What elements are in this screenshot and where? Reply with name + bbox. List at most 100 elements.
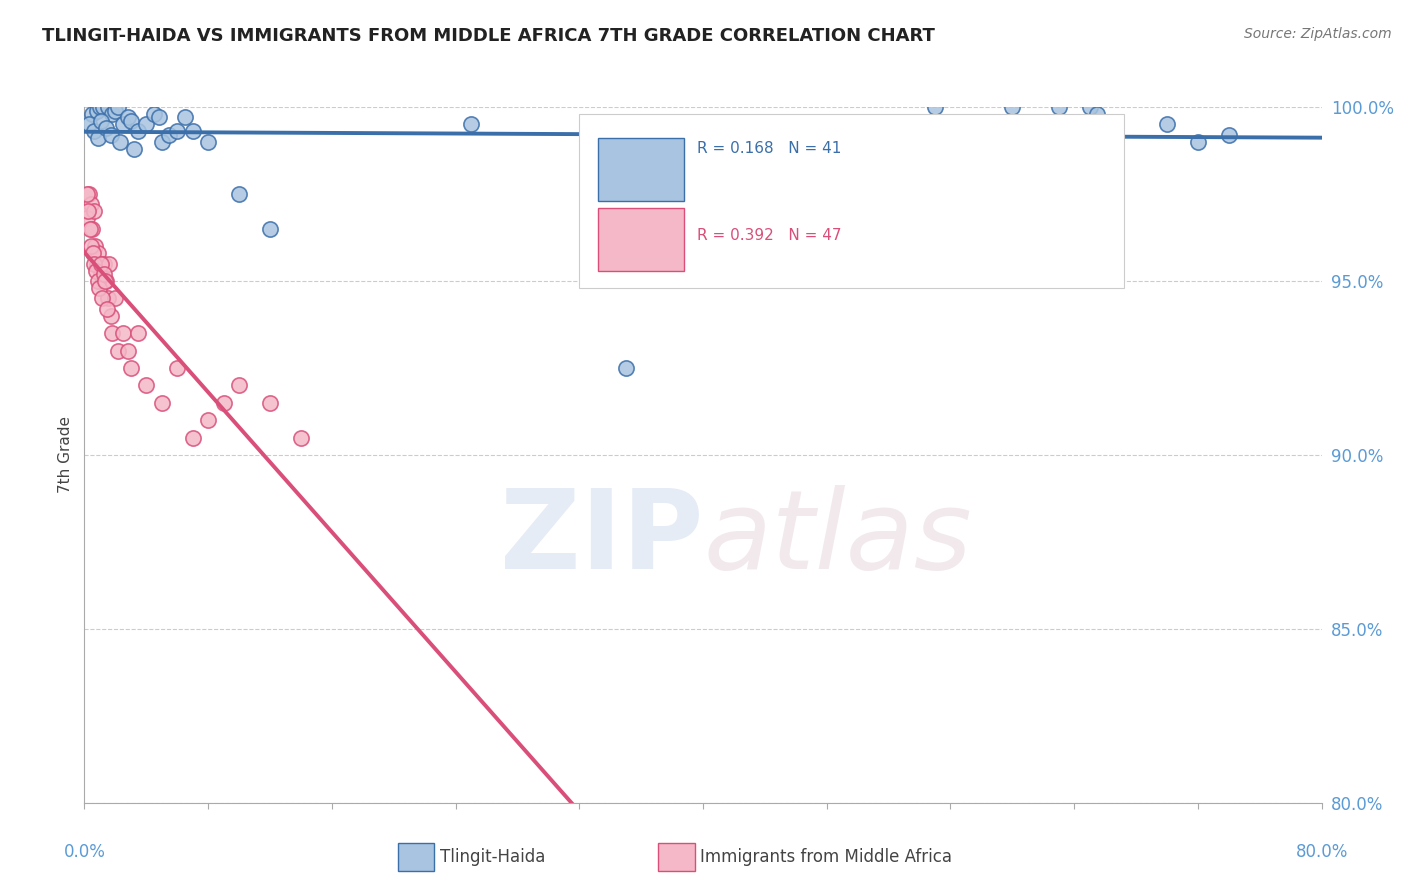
Point xyxy=(212,395,235,409)
Point xyxy=(77,186,100,201)
Point xyxy=(82,221,104,235)
Point xyxy=(100,309,122,323)
Point xyxy=(104,291,127,305)
Point xyxy=(77,204,100,219)
Point xyxy=(1047,100,1070,114)
Point xyxy=(101,107,124,121)
Point xyxy=(174,111,197,125)
Point xyxy=(84,239,107,253)
Point xyxy=(90,114,112,128)
Point xyxy=(82,107,104,121)
Point xyxy=(87,131,110,145)
Point xyxy=(97,291,120,305)
Text: R = 0.168   N = 41: R = 0.168 N = 41 xyxy=(697,141,841,156)
Point xyxy=(87,281,110,295)
Point xyxy=(150,135,173,149)
Point xyxy=(86,256,108,270)
Point xyxy=(1218,128,1240,142)
Point xyxy=(101,326,124,340)
Point xyxy=(117,343,139,358)
Text: ZIP: ZIP xyxy=(499,485,703,592)
Point xyxy=(112,117,135,131)
Point xyxy=(89,256,111,270)
Point xyxy=(91,100,114,114)
Point xyxy=(83,204,105,219)
Point xyxy=(135,117,157,131)
Point xyxy=(112,326,135,340)
Point xyxy=(107,100,129,114)
Point xyxy=(135,378,157,392)
Point xyxy=(128,326,150,340)
Text: Immigrants from Middle Africa: Immigrants from Middle Africa xyxy=(700,848,952,866)
Point xyxy=(83,256,105,270)
Point xyxy=(79,197,101,211)
Point xyxy=(94,274,117,288)
Point xyxy=(460,117,482,131)
Point xyxy=(150,395,173,409)
Point xyxy=(75,204,97,219)
Point xyxy=(290,430,312,444)
Point xyxy=(614,360,637,375)
Point xyxy=(143,107,166,121)
Point xyxy=(159,128,181,142)
Point xyxy=(90,256,112,270)
Point xyxy=(86,103,108,118)
Text: Source: ZipAtlas.com: Source: ZipAtlas.com xyxy=(1244,27,1392,41)
Point xyxy=(98,256,121,270)
Point xyxy=(122,142,145,156)
Text: atlas: atlas xyxy=(703,485,972,592)
Point xyxy=(1078,100,1101,114)
Point xyxy=(93,267,115,281)
Point xyxy=(1156,117,1178,131)
Point xyxy=(197,413,219,427)
Point xyxy=(259,221,281,235)
Point xyxy=(87,246,110,260)
Point xyxy=(120,114,142,128)
Text: R = 0.392   N = 47: R = 0.392 N = 47 xyxy=(697,228,841,244)
Point xyxy=(166,124,188,138)
Point xyxy=(1087,107,1109,121)
Point xyxy=(924,100,946,114)
FancyBboxPatch shape xyxy=(598,208,685,270)
Point xyxy=(100,128,122,142)
Point xyxy=(228,186,250,201)
Point xyxy=(84,263,107,277)
Point xyxy=(108,135,131,149)
Text: 0.0%: 0.0% xyxy=(63,843,105,861)
Point xyxy=(96,301,118,316)
Point xyxy=(259,395,281,409)
Point xyxy=(107,343,129,358)
Point xyxy=(97,100,120,114)
FancyBboxPatch shape xyxy=(579,114,1123,288)
Point xyxy=(1001,100,1024,114)
Point xyxy=(90,267,112,281)
Point xyxy=(1187,135,1209,149)
Point xyxy=(91,274,114,288)
Point xyxy=(80,239,103,253)
Point xyxy=(93,256,115,270)
Point xyxy=(77,117,100,131)
Point xyxy=(181,124,204,138)
Point xyxy=(166,360,188,375)
Point xyxy=(104,103,127,118)
Point xyxy=(181,430,204,444)
Point xyxy=(76,186,98,201)
Point xyxy=(89,100,111,114)
Text: Tlingit-Haida: Tlingit-Haida xyxy=(440,848,546,866)
Point xyxy=(120,360,142,375)
Point xyxy=(86,274,108,288)
Point xyxy=(94,274,117,288)
Point xyxy=(197,135,219,149)
FancyBboxPatch shape xyxy=(598,138,685,201)
Point xyxy=(82,246,104,260)
Point xyxy=(94,120,117,135)
Point xyxy=(148,111,170,125)
Point xyxy=(79,221,101,235)
Point xyxy=(83,124,105,138)
Y-axis label: 7th Grade: 7th Grade xyxy=(58,417,73,493)
Point xyxy=(91,291,114,305)
Point xyxy=(228,378,250,392)
Text: TLINGIT-HAIDA VS IMMIGRANTS FROM MIDDLE AFRICA 7TH GRADE CORRELATION CHART: TLINGIT-HAIDA VS IMMIGRANTS FROM MIDDLE … xyxy=(42,27,935,45)
Point xyxy=(128,124,150,138)
Text: 80.0%: 80.0% xyxy=(1295,843,1348,861)
